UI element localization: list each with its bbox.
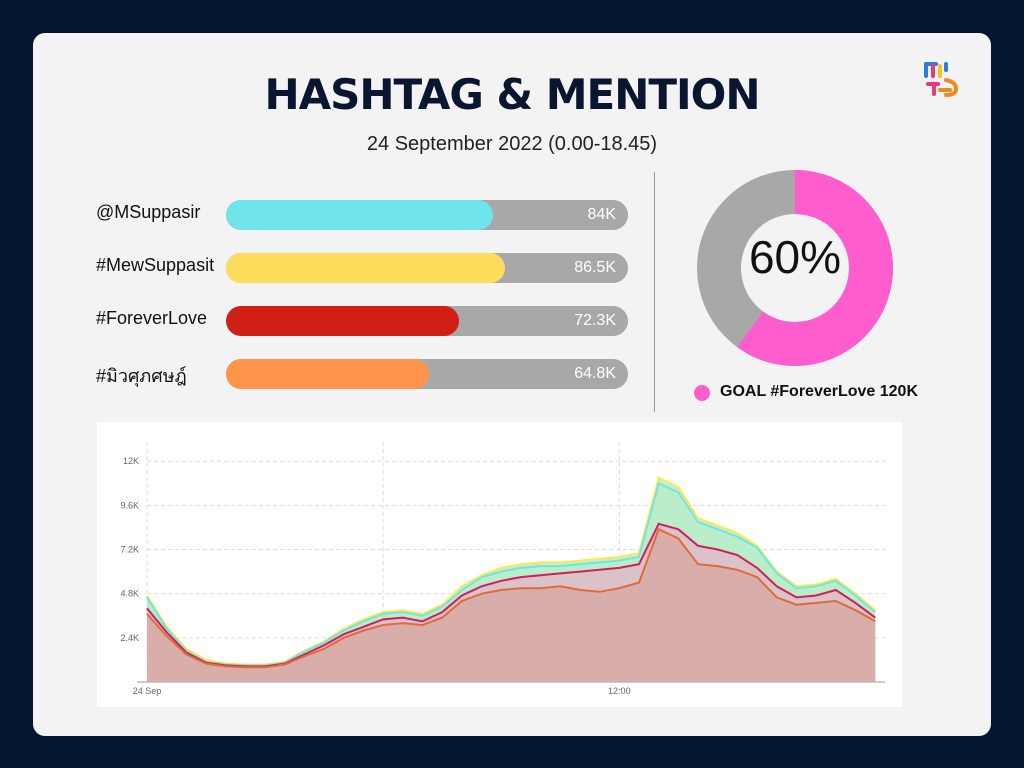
bar-track: 86.5K [226,253,628,283]
x-tick-label: 24 Sep [133,686,162,696]
bar-fill [226,253,506,283]
date-subtitle: 24 September 2022 (0.00-18.45) [366,133,658,155]
bar-track: 64.8K [226,359,628,389]
bar-label: #มิวศุภศษฎ์ [96,366,187,386]
bar-track: 72.3K [226,306,628,336]
goal-legend-label: GOAL #ForeverLove 120K [720,383,919,400]
bar-track: 84K [226,200,628,230]
x-tick-label: 12:00 [608,686,631,696]
bar-value: 64.8K [574,365,616,382]
donut-progress-arc [697,170,893,366]
y-tick-label: 4.8K [120,589,139,599]
bar-label: #ForeverLove [96,308,208,328]
series-area [147,529,876,682]
y-tick-label: 9.6K [120,500,139,510]
bar-label: @MSuppasir [96,202,201,222]
bar-row: #มิวศุภศษฎ์ 64.8K [96,359,636,389]
goal-legend-dot [694,385,710,401]
bar-value: 86.5K [574,259,616,276]
goal-percent: 60% [748,231,842,283]
bar-label: #MewSuppasit [96,255,215,275]
bar-row: #MewSuppasit 86.5K [96,253,636,283]
series-line [146,527,876,669]
goal-donut-chart [697,170,893,366]
bar-value: 72.3K [574,312,616,329]
section-divider [654,172,655,412]
y-tick-label: 12K [123,456,139,466]
y-tick-label: 2.4K [120,633,139,643]
bar-fill [226,359,429,389]
bar-value: 84K [587,206,616,223]
brand-logo-icon [924,62,959,97]
y-tick-label: 7.2K [120,545,139,555]
page-title: HASHTAG & MENTION [264,70,760,119]
bar-row: #ForeverLove 72.3K [96,306,636,336]
bar-fill [226,306,460,336]
bar-row: @MSuppasir 84K [96,200,636,230]
bar-fill [226,200,494,230]
mentions-area-chart: 2.4K 4.8K 7.2K 9.6K 12K 24 Sep 12:00 [97,422,902,707]
